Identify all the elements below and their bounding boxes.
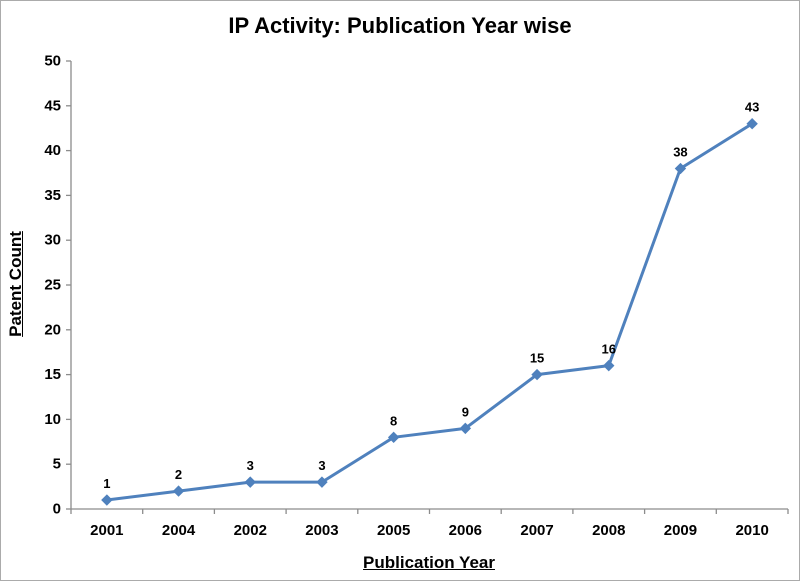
y-tick-label: 5 <box>53 456 61 473</box>
data-label: 16 <box>602 342 616 357</box>
data-label: 2 <box>175 467 182 482</box>
y-tick-label: 15 <box>44 366 61 383</box>
data-label: 1 <box>103 476 110 491</box>
y-tick-label: 0 <box>53 501 61 518</box>
data-point-marker <box>316 476 328 488</box>
x-tick-label: 2005 <box>377 522 410 539</box>
data-label: 15 <box>530 351 544 366</box>
y-tick-label: 40 <box>44 142 61 159</box>
x-axis-title: Publication Year <box>363 553 495 572</box>
data-point-marker <box>101 494 113 506</box>
y-tick-label: 10 <box>44 411 61 428</box>
y-tick-label: 50 <box>44 53 61 70</box>
data-label: 3 <box>247 458 254 473</box>
data-point-marker <box>459 422 472 435</box>
x-tick-label: 2010 <box>735 522 768 539</box>
series-line <box>105 122 754 502</box>
y-tick-label: 20 <box>44 321 61 338</box>
x-tick-label: 2008 <box>592 522 625 539</box>
x-tick-label: 2007 <box>520 522 553 539</box>
y-tick-label: 35 <box>44 187 61 204</box>
y-tick-label: 30 <box>44 232 61 249</box>
data-point-marker <box>746 118 758 130</box>
x-tick-label: 2002 <box>234 522 267 539</box>
data-point-marker <box>603 359 615 372</box>
x-tick-label: 2004 <box>162 522 196 539</box>
x-tick-label: 2006 <box>449 522 482 539</box>
x-tick-label: 2001 <box>90 522 123 539</box>
data-point-marker <box>387 431 400 444</box>
data-point-marker <box>172 485 185 497</box>
data-point-marker <box>531 368 543 381</box>
data-label: 43 <box>745 100 759 115</box>
x-tick-label: 2003 <box>305 522 338 539</box>
data-label: 38 <box>673 145 687 160</box>
data-point-marker <box>674 162 687 175</box>
chart-title: IP Activity: Publication Year wise <box>228 13 572 38</box>
y-tick-label: 45 <box>44 97 61 114</box>
data-point-marker <box>244 476 256 488</box>
y-tick-label: 25 <box>44 277 61 294</box>
data-label: 9 <box>462 404 469 419</box>
data-label: 3 <box>318 458 325 473</box>
data-label: 8 <box>390 413 397 428</box>
x-tick-label: 2009 <box>664 522 697 539</box>
